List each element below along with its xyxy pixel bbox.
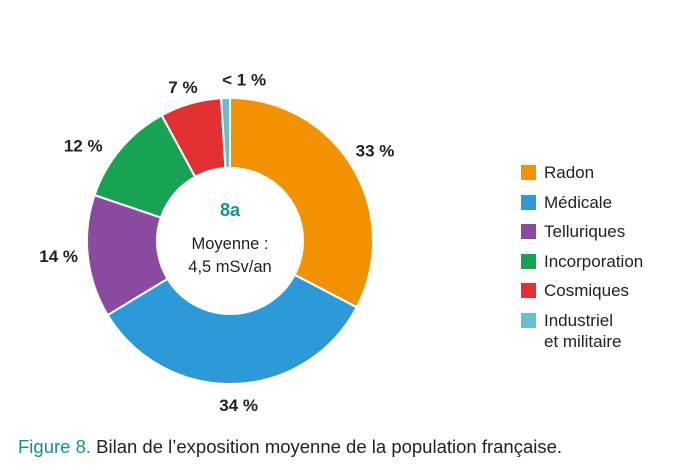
legend-swatch — [521, 194, 536, 210]
legend-item-industriel: Industriel et militaire — [521, 310, 643, 351]
legend-swatch — [521, 312, 536, 328]
caption-prefix: Figure 8. — [18, 436, 92, 457]
slice-label-1: 34 % — [219, 396, 258, 415]
caption-text: Bilan de l’exposition moyenne de la popu… — [91, 436, 563, 457]
slice-label-0: 33 % — [356, 141, 395, 160]
slice-label-2: 14 % — [39, 247, 78, 266]
legend-label: Médicale — [544, 192, 613, 212]
slice-label-5: < 1 % — [222, 71, 266, 90]
slice-0 — [229, 96, 374, 309]
slice-1 — [106, 273, 359, 385]
center-text-line2: 4,5 mSv/an — [188, 258, 271, 276]
slice-label-4: 7 % — [168, 78, 197, 97]
legend-label: Radon — [544, 163, 595, 182]
legend-item-incorporation: Incorporation — [521, 251, 643, 281]
legend-label: Incorporation — [544, 251, 644, 271]
legend-swatch — [521, 224, 536, 239]
legend-swatch — [521, 283, 536, 298]
legend: Radon Médicale Telluriques Incorporation… — [521, 162, 643, 351]
legend-label: Cosmiques — [544, 281, 630, 300]
legend-label: Industriel et militaire — [544, 310, 622, 351]
figure-caption: Figure 8. Bilan de l’exposition moyenne … — [18, 436, 562, 458]
slice-5 — [220, 96, 231, 170]
legend-item-telluriques: Telluriques — [521, 221, 643, 251]
legend-item-cosmiques: Cosmiques — [521, 280, 643, 310]
legend-swatch — [521, 253, 536, 269]
slice-label-3: 12 % — [64, 137, 103, 156]
center-label: 8a — [220, 200, 241, 220]
legend-label: Telluriques — [544, 222, 626, 241]
legend-item-radon: Radon — [521, 162, 643, 192]
center-text-line1: Moyenne : — [191, 235, 268, 253]
legend-swatch — [521, 165, 536, 180]
legend-item-medicale: Médicale — [521, 192, 643, 222]
